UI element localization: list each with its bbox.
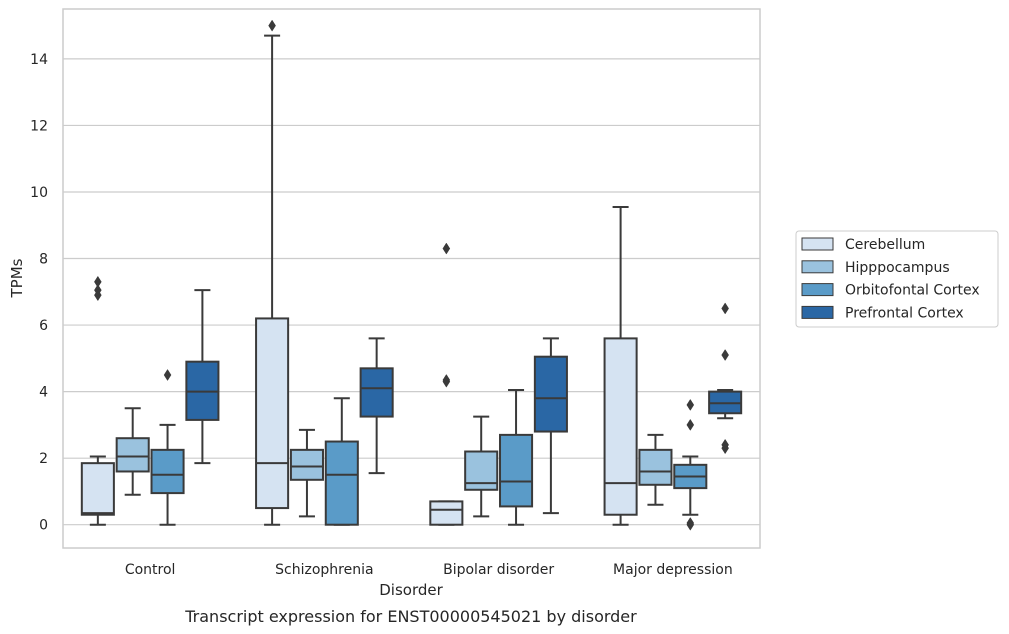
outlier-marker: [94, 275, 102, 288]
box-body: [533, 355, 568, 433]
box-1-2: [464, 415, 499, 518]
legend-label: Prefrontal Cortex: [845, 305, 964, 321]
legend-swatch: [801, 260, 834, 274]
box-1-1: [289, 428, 324, 518]
outlier-marker: [721, 302, 729, 315]
outlier-marker: [442, 242, 451, 255]
outlier-marker: [686, 517, 695, 530]
box-3-1: [359, 337, 394, 475]
y-tick-label: 12: [30, 118, 48, 134]
box-body: [638, 448, 673, 486]
box-3-3: [708, 302, 743, 455]
outlier-marker: [721, 349, 729, 361]
outlier-marker: [442, 374, 451, 386]
box-0-2: [429, 242, 464, 526]
y-tick-label: 6: [39, 318, 48, 334]
box-body: [429, 500, 464, 526]
box-body: [80, 462, 115, 516]
plot-frame: [62, 8, 761, 549]
box-3-0: [185, 289, 220, 465]
x-tick-label: Bipolar disorder: [443, 562, 554, 578]
box-2-0: [150, 369, 185, 526]
box-body: [499, 433, 534, 508]
outlier-marker: [686, 418, 695, 431]
outlier-marker: [721, 438, 729, 451]
legend-swatch: [801, 283, 834, 297]
legend-label: Cerebellum: [845, 237, 925, 253]
box-body: [359, 367, 394, 418]
box-2-3: [673, 398, 708, 531]
box-body: [115, 437, 150, 473]
y-tick-label: 8: [39, 252, 48, 268]
legend-swatch: [801, 305, 834, 319]
box-2-2: [499, 388, 534, 526]
legend-frame: [795, 230, 999, 328]
box-0-0: [80, 275, 115, 526]
box-2-1: [324, 397, 359, 526]
box-1-0: [115, 407, 150, 496]
legend-label: Orbitofontal Cortex: [845, 283, 980, 299]
x-tick-labels: Control Schizophrenia Bipolar disorder Majo…: [125, 562, 733, 578]
box-body: [603, 337, 638, 516]
outlier-marker: [268, 19, 276, 32]
chart-title: Transcript expression for ENST0000054502…: [184, 607, 637, 626]
box-body: [255, 317, 290, 510]
legend-swatch: [801, 237, 834, 251]
legend-label: Hipppocampus: [845, 260, 950, 276]
y-tick-label: 2: [39, 451, 48, 467]
x-tick-label: Control: [125, 562, 176, 578]
y-tick-label: 0: [39, 518, 48, 534]
y-tick-label: 14: [30, 52, 48, 68]
box-0-3: [603, 205, 638, 526]
box-3-2: [533, 337, 568, 515]
y-tick-labels: 0 2 4 6 8 10 12 14: [30, 52, 48, 534]
y-tick-label: 4: [39, 385, 48, 401]
box-body: [289, 448, 324, 481]
outlier-marker: [686, 398, 695, 411]
legend: Cerebellum Hipppocampus Orbitofontal Corte…: [795, 230, 999, 328]
y-tick-label: 10: [30, 185, 48, 201]
box-0-1: [255, 19, 290, 526]
x-axis-label: Disorder: [379, 581, 443, 599]
x-tick-label: Major depression: [613, 562, 733, 578]
outlier-marker: [163, 369, 172, 381]
outlier-marker: [94, 284, 102, 297]
box-body: [324, 440, 359, 526]
box-groups: [80, 19, 743, 531]
x-tick-label: Schizophrenia: [275, 562, 373, 578]
box-1-3: [638, 433, 673, 506]
box-body: [150, 448, 185, 495]
y-axis-label: TPMs: [8, 258, 26, 298]
